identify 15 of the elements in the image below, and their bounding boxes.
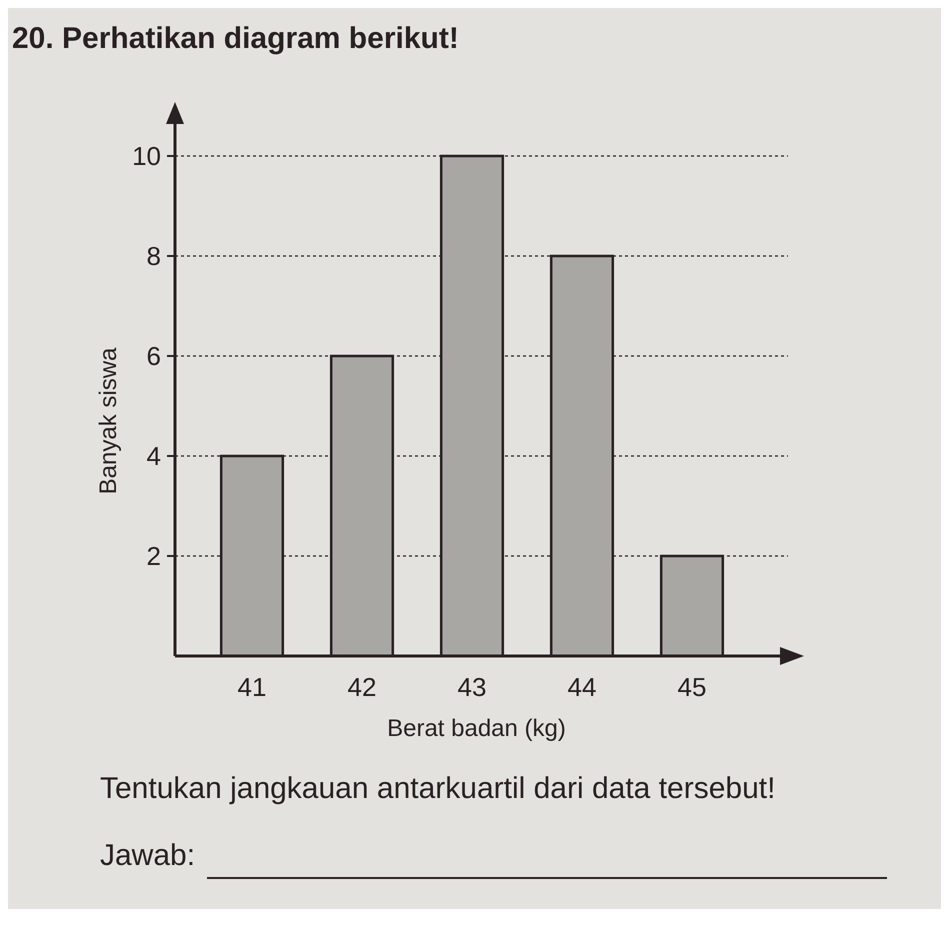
y-tick-label: 10 [132, 141, 161, 172]
x-tick-label: 44 [568, 672, 596, 702]
y-axis-title: Banyak siswa [95, 346, 122, 494]
y-tick-label: 8 [146, 241, 161, 272]
text: Jawab: [100, 838, 196, 874]
x-tick-label: 45 [678, 672, 706, 702]
chart-title: 20. Perhatikan diagram berikut! [11, 21, 460, 56]
x-tick-label: 41 [238, 672, 266, 702]
text: Tentukan jangkauan antarkuartil dari data tersebut! [100, 771, 776, 807]
x-tick-label: 42 [348, 672, 376, 702]
x-tick-label: 43 [458, 672, 486, 702]
y-tick-label: 4 [146, 441, 161, 472]
x-axis-title: Berat badan (kg) [387, 715, 566, 742]
y-tick-label: 6 [146, 341, 161, 372]
y-tick-label: 2 [146, 541, 161, 572]
